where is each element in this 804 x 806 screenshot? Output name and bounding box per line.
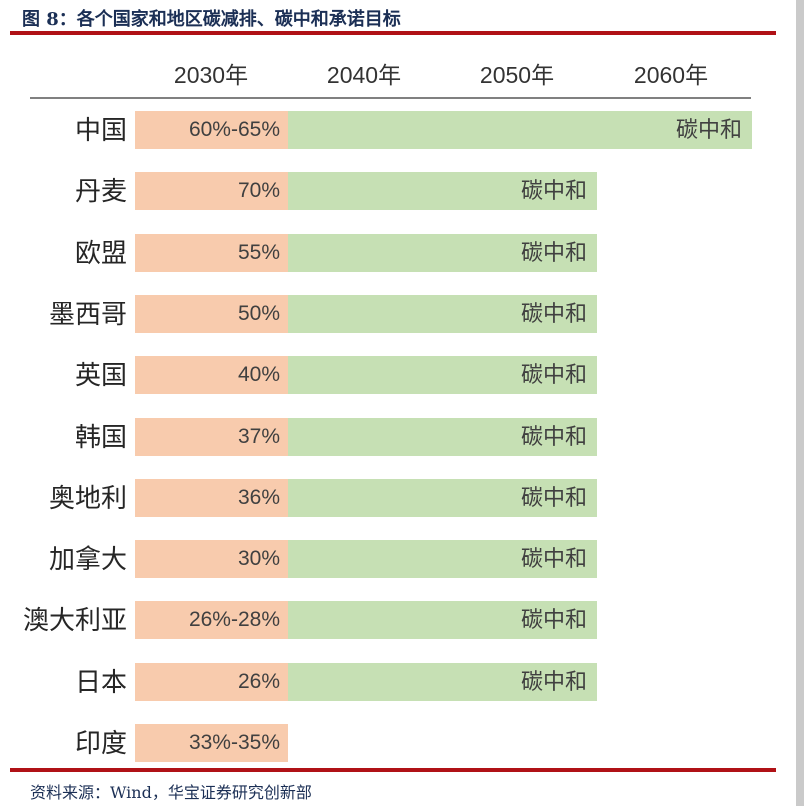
country-label: 澳大利亚 bbox=[22, 605, 127, 635]
reduction-target-bar: 26%-28% bbox=[135, 601, 288, 639]
reduction-target-bar: 60%-65% bbox=[135, 111, 288, 149]
carbon-neutral-bar: 碳中和 bbox=[288, 111, 752, 149]
source-note: 资料来源：Wind，华宝证券研究创新部 bbox=[30, 783, 312, 802]
year-column-headers: 2030年 2040年 2050年 2060年 bbox=[0, 59, 804, 91]
country-label: 墨西哥 bbox=[48, 299, 127, 329]
country-row: 墨西哥 50% 碳中和 bbox=[0, 295, 804, 333]
country-label: 加拿大 bbox=[48, 544, 127, 574]
country-label: 中国 bbox=[74, 115, 127, 145]
country-label: 日本 bbox=[74, 667, 127, 697]
title-rule-red bbox=[10, 31, 776, 35]
reduction-target-bar: 30% bbox=[135, 540, 288, 578]
year-column-header: 2030年 bbox=[173, 62, 249, 88]
carbon-neutral-bar: 碳中和 bbox=[288, 418, 597, 456]
carbon-neutral-bar: 碳中和 bbox=[288, 540, 597, 578]
country-label: 丹麦 bbox=[74, 176, 127, 206]
carbon-neutral-bar: 碳中和 bbox=[288, 601, 597, 639]
year-column-header: 2050年 bbox=[479, 62, 555, 88]
carbon-neutral-bar: 碳中和 bbox=[288, 295, 597, 333]
reduction-target-bar: 36% bbox=[135, 479, 288, 517]
country-row: 印度 33%-35% bbox=[0, 724, 804, 762]
country-label: 欧盟 bbox=[74, 238, 127, 268]
reduction-target-bar: 33%-35% bbox=[135, 724, 288, 762]
country-row: 丹麦 70% 碳中和 bbox=[0, 172, 804, 210]
country-row: 韩国 37% 碳中和 bbox=[0, 418, 804, 456]
footer-rule-red bbox=[10, 768, 776, 772]
reduction-target-bar: 26% bbox=[135, 663, 288, 701]
reduction-target-bar: 55% bbox=[135, 234, 288, 272]
country-row: 加拿大 30% 碳中和 bbox=[0, 540, 804, 578]
country-row: 日本 26% 碳中和 bbox=[0, 663, 804, 701]
carbon-neutral-bar: 碳中和 bbox=[288, 663, 597, 701]
figure-title: 图 8：各个国家和地区碳减排、碳中和承诺目标 bbox=[22, 9, 401, 30]
country-label: 韩国 bbox=[74, 422, 127, 452]
country-row: 奥地利 36% 碳中和 bbox=[0, 479, 804, 517]
carbon-neutral-bar: 碳中和 bbox=[288, 172, 597, 210]
reduction-target-bar: 50% bbox=[135, 295, 288, 333]
country-row: 欧盟 55% 碳中和 bbox=[0, 234, 804, 272]
country-label: 印度 bbox=[74, 728, 127, 758]
right-edge-strip bbox=[796, 0, 804, 806]
country-label: 奥地利 bbox=[48, 483, 127, 513]
year-column-header: 2040年 bbox=[326, 62, 402, 88]
year-column-header: 2060年 bbox=[633, 62, 709, 88]
reduction-target-bar: 40% bbox=[135, 356, 288, 394]
carbon-neutral-bar: 碳中和 bbox=[288, 234, 597, 272]
carbon-neutral-bar: 碳中和 bbox=[288, 479, 597, 517]
header-rule-gray bbox=[30, 97, 751, 99]
country-label: 英国 bbox=[74, 360, 127, 390]
reduction-target-bar: 37% bbox=[135, 418, 288, 456]
country-row: 澳大利亚 26%-28% 碳中和 bbox=[0, 601, 804, 639]
reduction-target-bar: 70% bbox=[135, 172, 288, 210]
country-row: 中国 60%-65% 碳中和 bbox=[0, 111, 804, 149]
country-row: 英国 40% 碳中和 bbox=[0, 356, 804, 394]
carbon-neutral-bar: 碳中和 bbox=[288, 356, 597, 394]
